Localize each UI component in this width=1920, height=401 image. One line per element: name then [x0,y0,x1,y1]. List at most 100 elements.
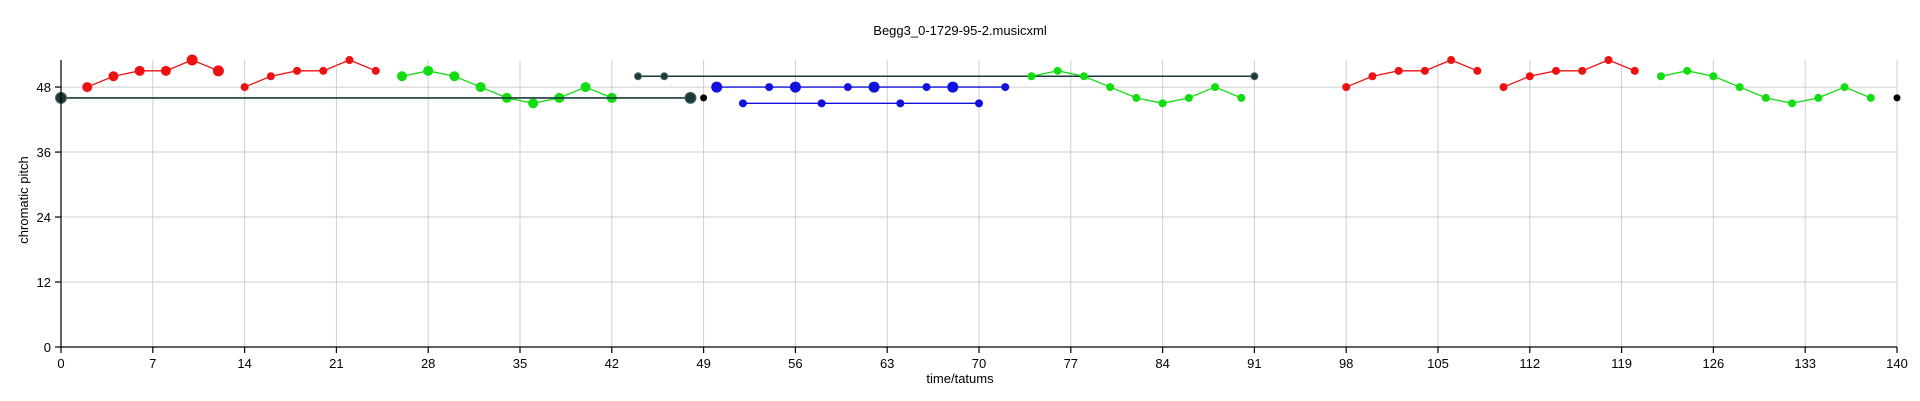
data-point [108,71,119,82]
x-tick-label: 140 [1886,356,1908,371]
data-point [1499,83,1508,92]
data-point [1001,83,1010,92]
data-point [293,66,302,75]
data-point [1158,99,1167,108]
data-point [449,71,460,82]
series-12 [1893,94,1901,102]
x-tick-label: 0 [57,356,64,371]
data-point [738,99,747,108]
x-tick-label: 98 [1339,356,1353,371]
data-point [186,54,198,66]
y-tick-label: 24 [37,210,51,225]
series-9 [1342,56,1482,92]
series-1 [240,56,380,92]
data-point [1106,83,1115,92]
y-tick-label: 48 [37,80,51,95]
data-point [1656,72,1665,81]
y-tick-label: 36 [37,145,51,160]
data-point [1630,66,1639,75]
series-11 [1656,66,1875,108]
series-8 [1027,66,1246,108]
data-point [1053,66,1062,75]
data-point [1420,66,1429,75]
x-tick-label: 35 [513,356,527,371]
data-point [82,82,93,93]
x-tick-label: 21 [329,356,343,371]
data-point [896,99,905,108]
data-point [160,65,171,76]
data-point [1761,93,1770,102]
data-point [345,56,354,64]
series-6 [711,81,1010,93]
axes [55,60,1898,353]
data-point [711,81,723,93]
series-10 [1499,56,1639,92]
data-point [266,72,275,81]
data-point [1788,99,1797,108]
series-line [244,59,376,88]
data-point [700,94,708,102]
data-point [634,72,643,81]
data-point [868,81,880,93]
data-point [947,81,959,93]
data-point [1735,83,1744,92]
x-tick-label: 14 [237,356,251,371]
data-point [1893,94,1901,102]
data-series [55,54,1901,109]
data-point [1027,72,1036,81]
y-tick-label: 12 [37,275,51,290]
x-tick-label: 63 [880,356,894,371]
x-tick-label: 7 [149,356,156,371]
x-tick-label: 133 [1794,356,1816,371]
tick-labels: 0 7 14 21 28 35 42 49 56 63 70 77 84 91 98 105 112 119 126… [37,80,1908,371]
data-point [789,81,801,93]
data-point [817,99,826,108]
series-line [1503,59,1635,88]
data-point [660,72,669,81]
data-point [212,65,224,77]
x-tick-label: 126 [1703,356,1725,371]
data-point [1840,83,1849,92]
data-point [423,65,434,76]
x-tick-label: 28 [421,356,435,371]
data-point [475,82,486,93]
data-point [1132,93,1141,102]
x-tick-label: 112 [1519,356,1540,371]
x-tick-label: 119 [1611,356,1632,371]
data-point [319,66,328,75]
data-point [1683,66,1692,75]
x-tick-label: 84 [1155,356,1169,371]
data-point [371,66,380,75]
data-point [1250,72,1259,81]
data-point [1709,72,1718,81]
data-point [1394,66,1403,75]
x-tick-label: 70 [972,356,986,371]
data-point [134,65,145,76]
x-tick-label: 91 [1247,356,1261,371]
x-tick-label: 56 [788,356,802,371]
x-axis-title: time/tatums [926,371,994,386]
data-point [1184,93,1193,102]
chart-title: Begg3_0-1729-95-2.musicxml [873,23,1047,38]
data-point [1473,66,1482,75]
data-point [1342,83,1351,92]
data-point [1604,56,1613,64]
data-point [922,83,931,92]
data-point [396,71,407,82]
series-4 [700,94,708,102]
y-axis-title: chromatic pitch [16,156,31,243]
x-tick-label: 42 [605,356,619,371]
data-point [1578,66,1587,75]
data-point [1866,93,1875,102]
data-point [580,82,591,93]
data-point [1447,56,1456,64]
series-5 [634,72,1259,81]
data-point [684,91,697,104]
data-point [975,99,983,108]
data-point [765,83,774,92]
x-tick-label: 49 [696,356,710,371]
series-3 [55,91,697,104]
data-point [1814,93,1823,102]
